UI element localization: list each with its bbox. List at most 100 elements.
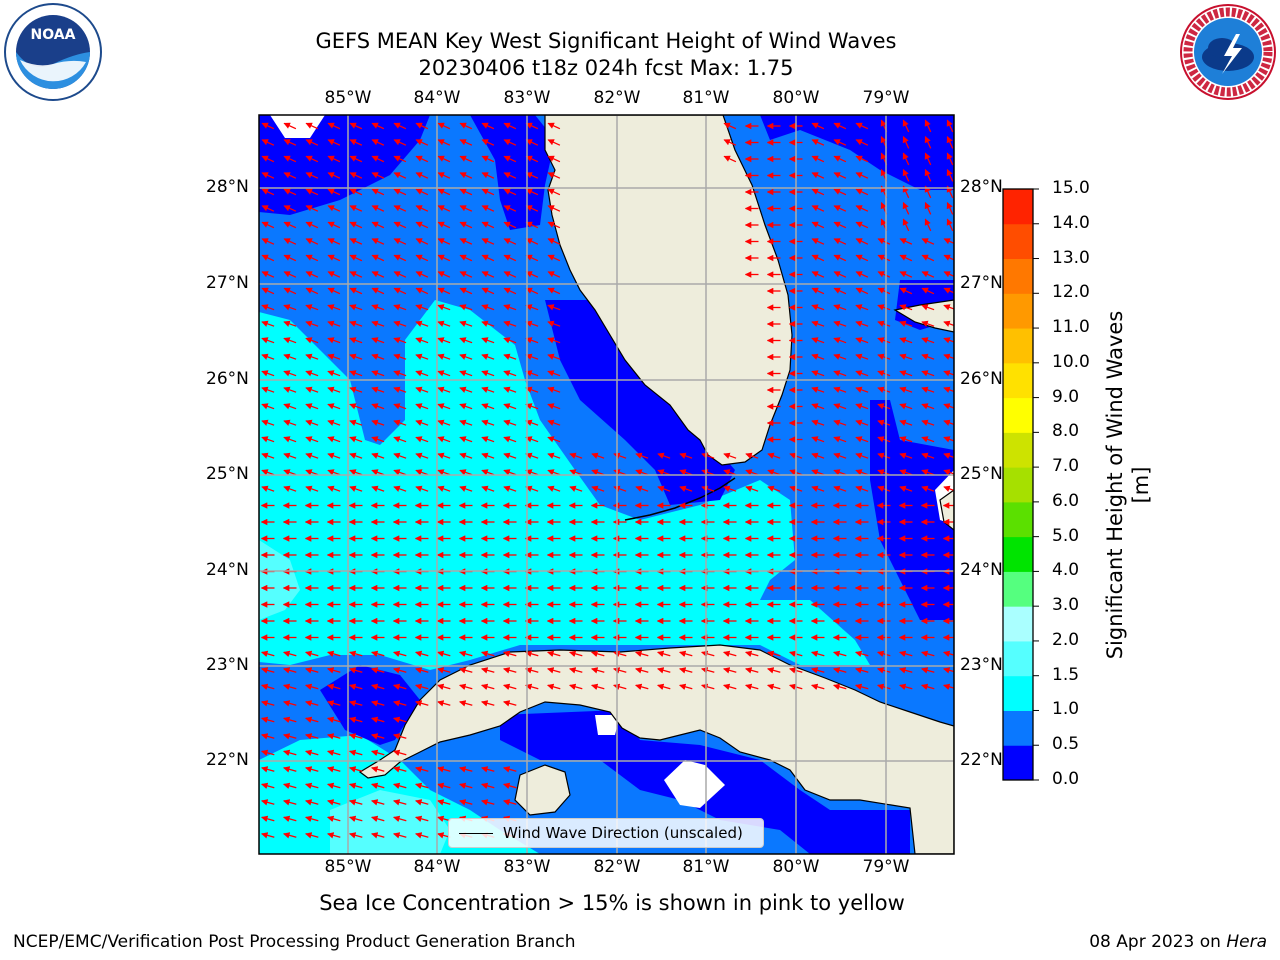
- lat-label-right: 28°N: [960, 177, 1003, 197]
- wind-wave-arrow: [327, 469, 341, 476]
- lon-label-top: 85°W: [324, 88, 372, 108]
- wind-wave-arrow: [393, 122, 407, 130]
- wind-wave-arrow: [459, 139, 473, 146]
- wind-wave-arrow: [327, 419, 341, 426]
- wind-wave-arrow: [393, 799, 407, 806]
- wind-wave-arrow: [833, 683, 847, 690]
- wind-wave-arrow: [349, 782, 363, 789]
- wind-wave-arrow: [305, 122, 319, 130]
- wind-wave-arrow: [261, 155, 275, 163]
- wind-wave-arrow: [833, 287, 847, 295]
- colorbar-segment: [1003, 501, 1033, 538]
- wind-wave-arrow: [811, 122, 825, 130]
- wind-wave-arrow: [481, 172, 495, 179]
- lat-label-left: 26°N: [206, 369, 249, 389]
- wind-wave-arrows: [260, 119, 954, 839]
- wind-wave-arrow: [855, 436, 869, 443]
- wind-wave-arrow: [899, 485, 913, 492]
- wind-wave-arrow: [855, 386, 869, 393]
- wind-wave-arrow: [547, 221, 561, 229]
- wind-wave-arrow: [327, 139, 341, 146]
- wind-wave-arrow: [899, 254, 913, 262]
- wind-wave-arrow: [437, 452, 451, 459]
- wind-wave-arrow: [283, 832, 297, 839]
- wind-wave-arrow: [811, 667, 825, 674]
- wind-wave-arrow: [393, 419, 407, 426]
- wind-wave-arrow: [921, 238, 935, 245]
- wind-wave-arrow: [745, 452, 759, 459]
- wind-wave-arrow: [283, 716, 297, 723]
- wind-wave-arrow: [723, 650, 737, 657]
- wind-wave-arrow: [701, 667, 715, 674]
- wind-wave-arrow: [877, 419, 891, 426]
- wind-wave-arrow: [745, 469, 759, 476]
- wind-wave-arrow: [371, 832, 385, 839]
- lat-label-right: 25°N: [960, 464, 1003, 484]
- wind-wave-arrow: [657, 650, 671, 657]
- wind-wave-arrow: [921, 452, 935, 459]
- wind-wave-arrow: [899, 304, 913, 311]
- wind-wave-arrow: [327, 254, 341, 262]
- wind-wave-arrow: [745, 650, 759, 657]
- wind-wave-arrow: [371, 221, 385, 229]
- sea-ice-caption: Sea Ice Concentration > 15% is shown in …: [319, 891, 905, 915]
- wind-wave-arrow: [855, 254, 869, 262]
- wind-wave-arrow: [943, 683, 954, 690]
- wind-wave-arrow: [899, 403, 913, 410]
- lon-label-top: 83°W: [503, 88, 551, 108]
- wind-wave-arrow: [547, 188, 561, 196]
- undefined-patch: [664, 760, 725, 808]
- wind-wave-arrow: [525, 287, 539, 295]
- wind-wave-arrow: [415, 238, 429, 245]
- wind-wave-arrow: [811, 370, 825, 377]
- wind-wave-arrow: [723, 485, 737, 492]
- wind-wave-arrow: [503, 287, 517, 295]
- wind-wave-arrow: [327, 320, 341, 327]
- wind-wave-arrow: [305, 370, 319, 377]
- wind-wave-arrow: [327, 172, 341, 179]
- lat-label-left: 23°N: [206, 655, 249, 675]
- wind-wave-arrow: [283, 733, 297, 740]
- wind-wave-arrow: [855, 337, 869, 344]
- wind-wave-arrow: [415, 815, 429, 822]
- wind-wave-arrow: [924, 202, 932, 215]
- wind-wave-arrow: [899, 370, 913, 377]
- wind-wave-arrow: [921, 287, 935, 295]
- wind-wave-arrow: [415, 271, 429, 278]
- map-area[interactable]: [259, 115, 957, 854]
- wind-wave-arrow: [877, 436, 891, 443]
- wind-wave-arrow: [833, 304, 847, 311]
- wind-wave-arrow: [899, 287, 913, 295]
- wind-wave-arrow: [525, 386, 539, 393]
- wind-wave-arrow: [833, 419, 847, 426]
- wind-wave-arrow: [415, 353, 429, 360]
- wind-wave-arrow: [877, 403, 891, 410]
- wind-wave-arrow: [811, 221, 825, 229]
- wind-wave-arrow: [503, 650, 517, 657]
- wind-wave-arrow: [833, 436, 847, 443]
- wind-wave-arrow: [946, 152, 954, 166]
- wind-wave-arrow: [943, 403, 954, 410]
- wind-wave-arrow: [393, 155, 407, 163]
- wind-wave-arrow: [459, 287, 473, 295]
- wind-wave-arrow: [921, 370, 935, 377]
- wind-wave-arrow: [283, 419, 297, 426]
- wind-wave-arrow: [855, 188, 869, 196]
- wind-wave-arrow: [525, 304, 539, 311]
- wind-wave-arrow: [943, 419, 954, 426]
- wind-wave-arrow: [503, 683, 517, 690]
- colorbar-segment: [1003, 571, 1033, 607]
- wind-wave-arrow: [283, 353, 297, 360]
- wind-wave-arrow: [261, 353, 275, 360]
- wind-wave-arrow: [349, 337, 363, 344]
- wind-wave-arrow: [943, 320, 954, 327]
- lon-label-bottom: 79°W: [862, 857, 910, 877]
- wind-wave-arrow: [811, 172, 825, 179]
- wind-wave-arrow: [591, 683, 605, 690]
- wind-wave-arrow: [327, 403, 341, 410]
- colorbar: [1002, 188, 1039, 781]
- wind-wave-arrow: [327, 271, 341, 278]
- wind-wave-arrow: [525, 469, 539, 476]
- wind-wave-arrow: [679, 683, 693, 690]
- wind-wave-arrow: [946, 169, 954, 182]
